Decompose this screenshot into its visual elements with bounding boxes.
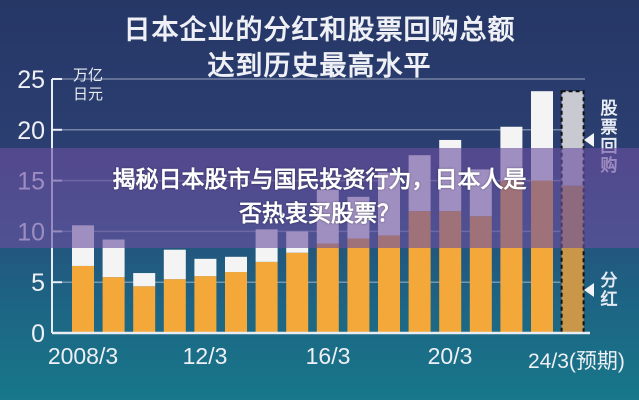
headline: 揭秘日本股市与国民投资行为，日本人是 否热衷买股票？ bbox=[0, 163, 639, 231]
x-tick-label-forecast: 24/3(预期) bbox=[528, 350, 625, 373]
bar-dividend bbox=[286, 252, 309, 333]
bar-buyback bbox=[225, 256, 247, 273]
x-tick-label: 12/3 bbox=[182, 343, 228, 369]
y-tick-label: 0 bbox=[31, 320, 45, 348]
headline-line2: 否热衷买股票？ bbox=[239, 201, 400, 227]
chart-title-line2: 达到历史最高水平 bbox=[207, 51, 432, 82]
bar-buyback bbox=[133, 273, 156, 287]
y-tick-label: 25 bbox=[17, 66, 45, 94]
bar-dividend bbox=[378, 235, 400, 333]
y-tick-label: 5 bbox=[31, 269, 45, 297]
x-tick-label: 16/3 bbox=[305, 343, 351, 369]
bar-buyback bbox=[194, 258, 217, 277]
headline-banner bbox=[0, 148, 639, 248]
x-tick-label: 2008/3 bbox=[47, 343, 119, 369]
bar-dividend bbox=[347, 238, 370, 333]
bar-dividend bbox=[133, 286, 156, 333]
y-tick-label: 20 bbox=[17, 117, 45, 145]
bar-buyback bbox=[163, 249, 186, 280]
x-tick-label: 20/3 bbox=[427, 343, 473, 369]
bar-dividend bbox=[316, 243, 339, 333]
bar-dividend bbox=[163, 279, 186, 333]
y-axis-unit: 万亿日元 bbox=[73, 66, 104, 103]
headline-line1: 揭秘日本股市与国民投资行为，日本人是 bbox=[112, 167, 527, 193]
chart-title-line1: 日本企业的分红和股票回购总额 bbox=[123, 15, 516, 46]
legend-dividend-arrow-icon bbox=[584, 283, 594, 297]
legend-buyback-arrow-icon bbox=[584, 133, 594, 147]
bar-dividend bbox=[72, 265, 94, 333]
legend-dividend: 分红 bbox=[600, 271, 618, 310]
bar-dividend bbox=[102, 277, 125, 333]
bar-dividend bbox=[225, 272, 247, 333]
bar-buyback bbox=[102, 239, 125, 278]
bar-dividend bbox=[255, 261, 278, 333]
bar-dividend bbox=[194, 276, 217, 333]
